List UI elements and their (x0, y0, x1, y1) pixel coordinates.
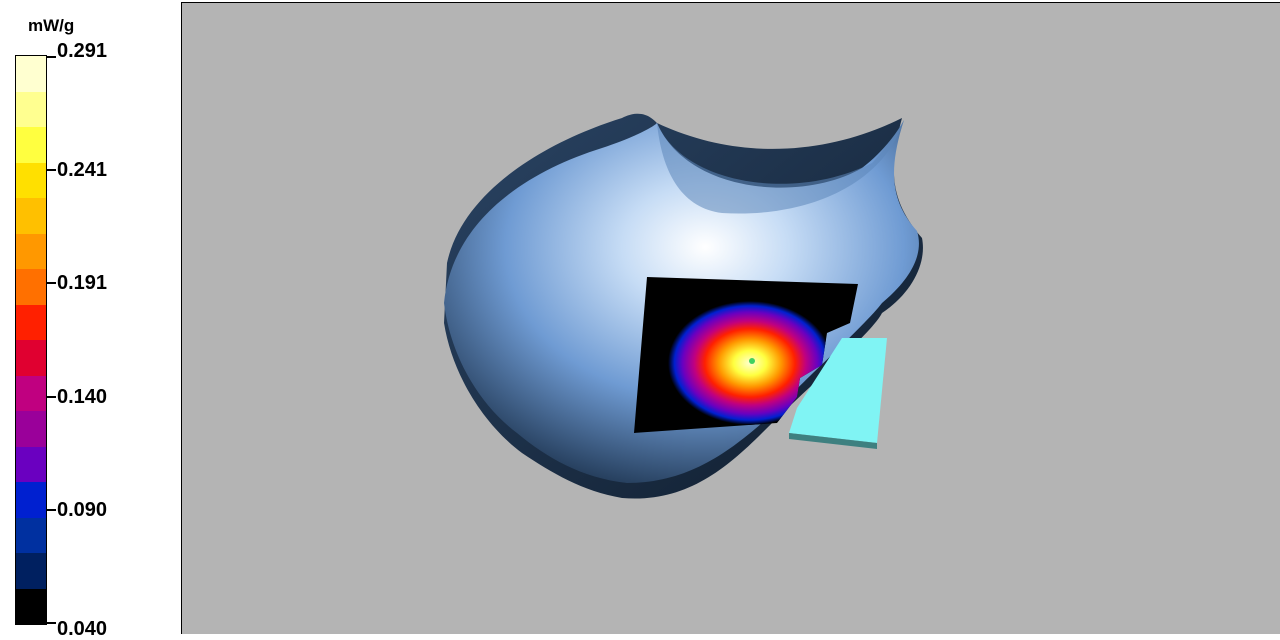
legend-swatch (16, 340, 46, 376)
3d-viewport[interactable] (181, 2, 1280, 634)
test-device (789, 338, 887, 443)
legend-swatch (16, 198, 46, 234)
legend-tick (46, 56, 56, 58)
legend-swatch (16, 304, 46, 341)
legend-swatch (16, 375, 46, 412)
legend-swatch (16, 127, 46, 163)
legend-color-bar (15, 55, 47, 625)
legend-swatch (16, 269, 46, 305)
sar-peak-marker (749, 358, 755, 364)
legend-swatch (16, 588, 46, 625)
legend-tick-label: 0.040 (57, 618, 108, 640)
legend-swatch (16, 446, 46, 483)
legend-tick-label: 0.291 (57, 40, 108, 62)
legend-tick (46, 282, 56, 285)
legend-swatch (16, 482, 46, 518)
legend-swatch (16, 91, 46, 128)
legend-swatch (16, 553, 46, 589)
legend-tick (46, 395, 56, 398)
legend-swatch (16, 517, 46, 554)
legend-tick-label: 0.241 (57, 159, 108, 182)
legend-tick (46, 622, 56, 624)
legend-swatch (16, 411, 46, 447)
legend-swatch (16, 233, 46, 270)
phantom-scene[interactable] (182, 3, 1280, 635)
legend-unit-label: mW/g (28, 16, 75, 35)
legend-tick-label: 0.090 (57, 498, 108, 521)
legend-tick (46, 169, 56, 172)
legend-swatch (16, 56, 46, 92)
legend-tick-label: 0.140 (57, 385, 108, 408)
phantom-opening (657, 120, 904, 214)
legend-swatch (16, 162, 46, 199)
legend-tick-label: 0.191 (57, 272, 108, 295)
test-device-bottom (789, 433, 877, 449)
sar-color-legend: mW/g 0.291 0.241 0.191 0.140 0.090 0.040 (0, 0, 180, 639)
legend-tick (46, 508, 56, 511)
